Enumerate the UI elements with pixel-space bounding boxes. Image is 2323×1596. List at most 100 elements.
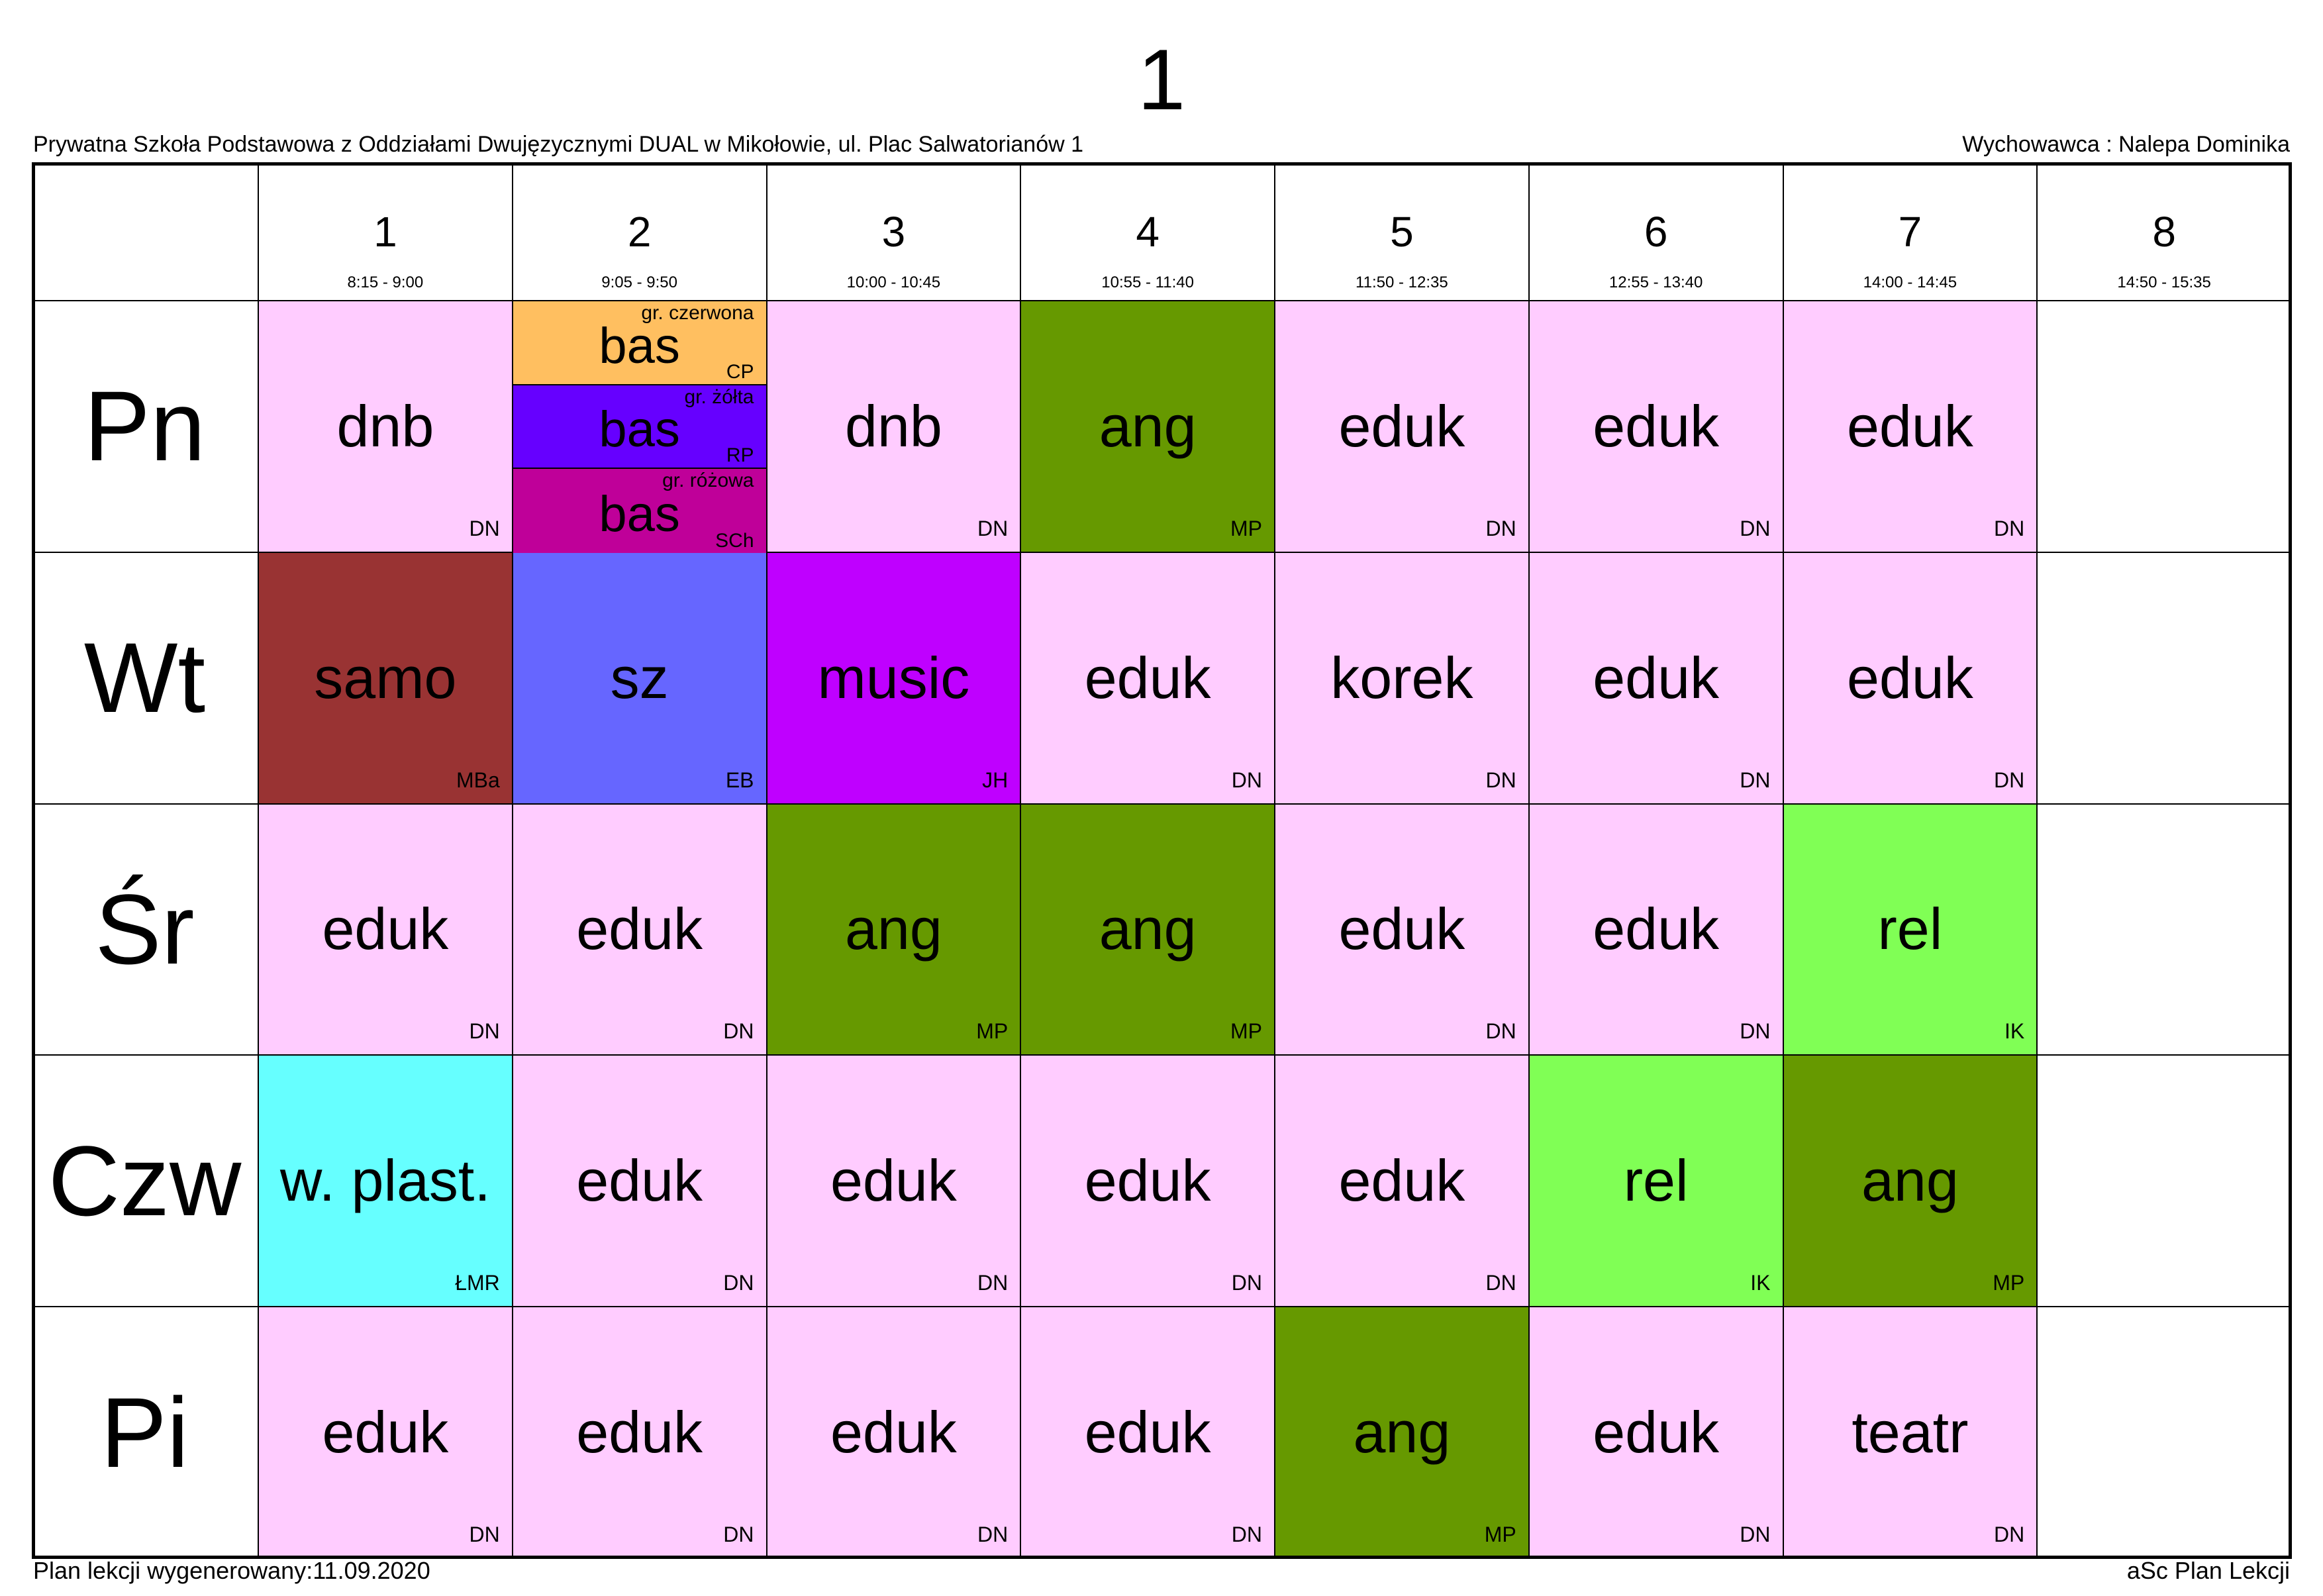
lesson-cell[interactable]: rel IK — [1783, 804, 2038, 1056]
lesson-cell[interactable]: korek DN — [1275, 552, 1530, 805]
subject-name: teatr — [1852, 1399, 1969, 1466]
period-header: 2 9:05 - 9:50 — [513, 162, 767, 301]
lesson-cell[interactable]: ang MP — [1021, 301, 1275, 553]
day-label: Pn — [83, 370, 206, 482]
day-label: Czw — [48, 1124, 242, 1236]
teacher-code: MP — [976, 1019, 1009, 1044]
period-time: 14:00 - 14:45 — [1863, 274, 1957, 291]
lesson-cell[interactable]: eduk DN — [1021, 1307, 1275, 1559]
lesson-cell[interactable]: eduk DN — [1275, 1056, 1530, 1308]
teacher-code: DN — [1231, 1522, 1262, 1546]
teacher-code: DN — [1994, 768, 2025, 792]
subject-name: ang — [844, 896, 942, 962]
teacher-code: MBa — [456, 768, 500, 792]
subject-name: eduk — [1084, 1148, 1211, 1214]
page-title: 1 — [1137, 31, 1186, 128]
lesson-cell[interactable]: sz EB — [513, 552, 767, 805]
teacher-code: DN — [1994, 1522, 2025, 1546]
period-number: 6 — [1644, 208, 1668, 256]
day-header: Pi — [32, 1307, 259, 1559]
lesson-cell[interactable]: bas gr. czerwona CP bas gr. żółta RP bas gr. ró… — [513, 301, 767, 553]
school-name: Prywatna Szkoła Podstawowa z Oddziałami … — [33, 132, 1084, 157]
subject-name: eduk — [576, 1148, 703, 1214]
lesson-cell[interactable]: eduk DN — [1529, 301, 1784, 553]
period-time: 12:55 - 13:40 — [1608, 274, 1703, 291]
period-number: 3 — [881, 208, 906, 256]
lesson-cell[interactable]: eduk DN — [767, 1307, 1022, 1559]
subject-name: eduk — [1593, 393, 1720, 459]
lesson-cell[interactable]: eduk DN — [1529, 552, 1784, 805]
subject-name: samo — [314, 644, 457, 711]
lesson-cell[interactable]: samo MBa — [259, 552, 513, 805]
teacher-code: SCh — [715, 529, 754, 552]
teacher-code: DN — [1485, 516, 1516, 540]
lesson-cell[interactable]: rel IK — [1529, 1056, 1784, 1308]
lesson-cell[interactable]: eduk DN — [1275, 301, 1530, 553]
teacher-code: DN — [977, 1271, 1009, 1295]
group-lesson[interactable]: bas gr. różowa SCh — [513, 469, 766, 553]
lesson-cell[interactable]: ang MP — [1783, 1056, 2038, 1308]
lesson-cell[interactable]: w. plast. ŁMR — [259, 1056, 513, 1308]
lesson-cell[interactable]: eduk DN — [259, 1307, 513, 1559]
lesson-cell[interactable]: ang MP — [1275, 1307, 1530, 1559]
teacher-code: DN — [1231, 768, 1262, 792]
lesson-cell[interactable]: music JH — [767, 552, 1022, 805]
teacher-code: ŁMR — [455, 1271, 500, 1295]
period-time: 8:15 - 9:00 — [347, 274, 424, 291]
lesson-cell[interactable]: eduk DN — [1021, 1056, 1275, 1308]
lesson-cell[interactable]: dnb DN — [767, 301, 1022, 553]
period-number: 7 — [1898, 208, 1922, 256]
subject-name: bas — [599, 485, 680, 542]
teacher-code: MP — [1230, 516, 1262, 540]
lesson-cell[interactable]: eduk DN — [1529, 1307, 1784, 1559]
lesson-cell[interactable]: eduk DN — [513, 804, 767, 1056]
lesson-cell[interactable]: ang MP — [767, 804, 1022, 1056]
lesson-cell[interactable]: eduk DN — [1783, 301, 2038, 553]
subject-name: eduk — [1846, 393, 1973, 459]
group-name: gr. żółta — [684, 385, 754, 408]
group-lesson[interactable]: bas gr. żółta RP — [513, 385, 766, 470]
lesson-cell[interactable]: dnb DN — [259, 301, 513, 553]
teacher-code: DN — [1994, 516, 2025, 540]
lesson-cell[interactable]: eduk DN — [1529, 804, 1784, 1056]
lesson-cell[interactable]: eduk DN — [259, 804, 513, 1056]
teacher-code: DN — [469, 1019, 500, 1044]
day-label: Wt — [83, 622, 206, 734]
group-name: gr. różowa — [662, 470, 754, 492]
lesson-cell[interactable]: eduk DN — [513, 1056, 767, 1308]
day-label: Pi — [100, 1376, 189, 1488]
period-number: 8 — [2152, 208, 2176, 256]
teacher-code: DN — [1485, 768, 1516, 792]
empty-cell — [2038, 1056, 2292, 1308]
subject-name: eduk — [322, 1399, 449, 1466]
teacher-code: JH — [982, 768, 1009, 792]
lesson-cell[interactable]: eduk DN — [1275, 804, 1530, 1056]
lesson-cell[interactable]: eduk DN — [513, 1307, 767, 1559]
teacher-code: DN — [1740, 1019, 1771, 1044]
subject-name: eduk — [1084, 644, 1211, 711]
lesson-cell[interactable]: eduk DN — [1021, 552, 1275, 805]
teacher-code: DN — [1485, 1271, 1516, 1295]
subject-name: korek — [1330, 644, 1473, 711]
subject-name: eduk — [576, 1399, 703, 1466]
period-time: 9:05 - 9:50 — [601, 274, 677, 291]
teacher-code: DN — [1231, 1271, 1262, 1295]
empty-cell — [2038, 1307, 2292, 1559]
lesson-cell[interactable]: ang MP — [1021, 804, 1275, 1056]
lesson-cell[interactable]: eduk DN — [1783, 552, 2038, 805]
day-header: Wt — [32, 552, 259, 805]
subject-name: eduk — [1338, 896, 1465, 962]
empty-cell — [2038, 552, 2292, 805]
subject-name: eduk — [1593, 644, 1720, 711]
teacher-code: DN — [469, 516, 500, 540]
subject-name: ang — [1099, 393, 1197, 459]
lesson-cell[interactable]: eduk DN — [767, 1056, 1022, 1308]
subject-name: ang — [1861, 1148, 1959, 1214]
subject-name: eduk — [322, 896, 449, 962]
teacher-code: DN — [1485, 1019, 1516, 1044]
period-header: 8 14:50 - 15:35 — [2038, 162, 2292, 301]
teacher-code: DN — [723, 1019, 754, 1044]
group-lesson[interactable]: bas gr. czerwona CP — [513, 301, 766, 385]
lesson-cell[interactable]: teatr DN — [1783, 1307, 2038, 1559]
period-header: 5 11:50 - 12:35 — [1275, 162, 1530, 301]
